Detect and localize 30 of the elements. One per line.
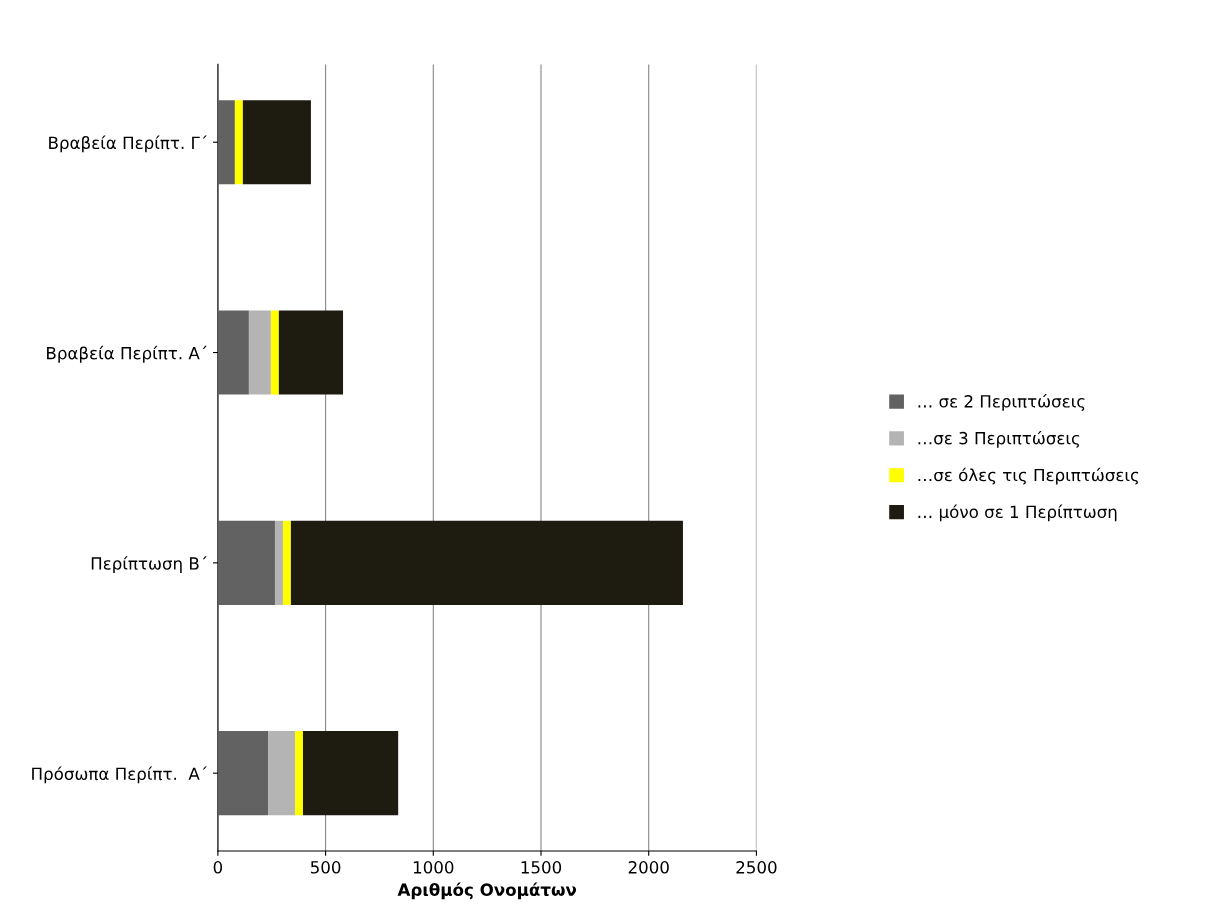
bar (270, 310, 279, 395)
bar (242, 100, 311, 185)
bar (217, 731, 269, 816)
legend-label: …σε 3 Περιπτώσεις (918, 430, 1080, 448)
legend-label: … μόνο σε 1 Περίπτωση (918, 504, 1117, 522)
bar (278, 310, 344, 395)
x-tick-label: 2000 (628, 861, 669, 874)
x-tick-label: 500 (310, 861, 341, 874)
bar (248, 310, 271, 395)
x-tick-label: 2500 (736, 861, 777, 874)
bar (302, 731, 399, 816)
legend-label: … σε 2 Περιπτώσεις (918, 394, 1085, 411)
bar (234, 100, 243, 185)
x-tick-label: 1500 (521, 861, 562, 874)
bar (217, 520, 275, 605)
bar (217, 100, 235, 185)
bar (290, 520, 683, 605)
bar (282, 520, 291, 605)
x-tick-label: 1000 (413, 861, 454, 874)
bar (268, 731, 295, 816)
y-tick-label: Πρόσωπα Περίπτ. Α΄ (32, 766, 207, 784)
x-axis-title: Αριθμός Ονομάτων (397, 882, 577, 900)
y-tick-label: Περίπτωση Β΄ (91, 556, 207, 573)
bar (217, 310, 249, 395)
x-tick-label: 0 (213, 861, 223, 874)
bar (274, 520, 283, 605)
bar (294, 731, 303, 816)
y-tick-label: Βραβεία Περίπτ. Γ΄ (49, 135, 207, 153)
y-tick-label: Βραβεία Περίπτ. Α΄ (47, 345, 207, 363)
legend-label: …σε όλες τις Περιπτώσεις (918, 467, 1139, 485)
